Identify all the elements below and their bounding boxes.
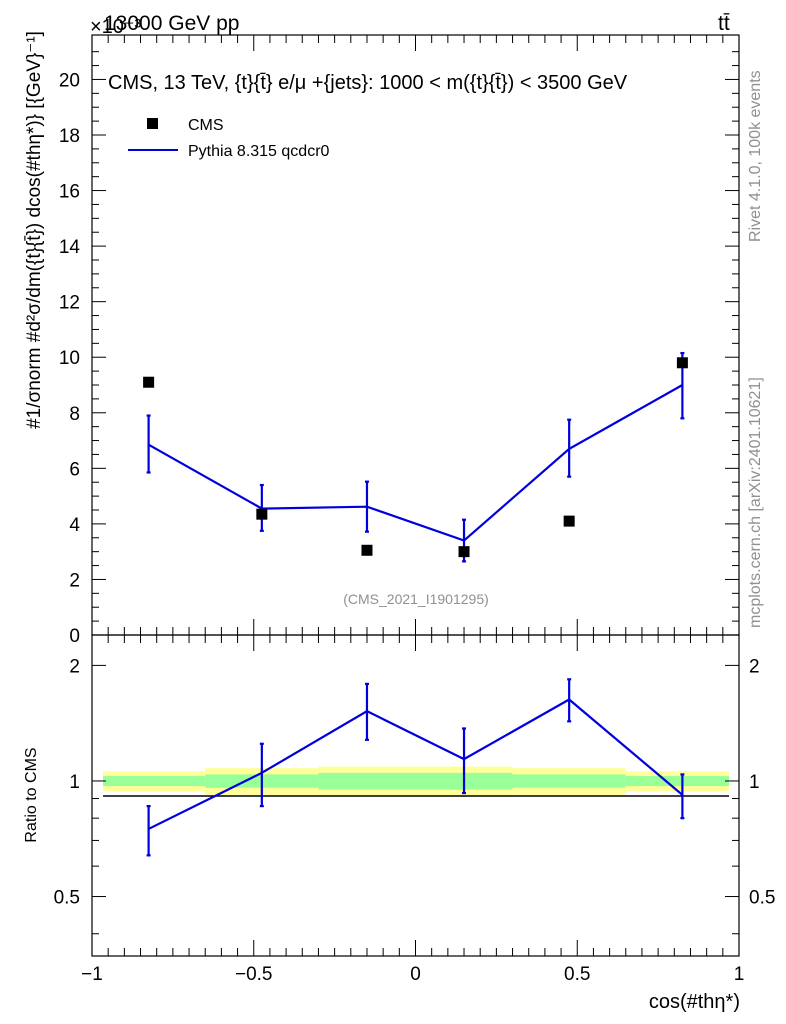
main-y-axis: 0 2 4 6 8 10 12 14 16 18 20	[59, 51, 739, 647]
main-y-tick-label: 4	[69, 515, 80, 536]
main-y-tick-label: 6	[69, 459, 80, 480]
cms-data-marker	[361, 544, 373, 556]
main-y-tick-label: 12	[59, 293, 80, 314]
cms-data-marker	[256, 508, 268, 520]
ratio-band-inner	[318, 772, 416, 790]
x-axis: −1 −0.5 0 0.5 1	[81, 635, 744, 985]
legend-marker-cms	[147, 118, 158, 129]
ratio-y-axis: 0.5 0.5 1 1 2 2	[54, 656, 775, 935]
ratio-y-tick-label-right: 1	[749, 772, 760, 793]
x-tick-label: 1	[734, 964, 745, 985]
ratio-band-inner	[625, 776, 729, 787]
main-y-tick-label: 2	[69, 570, 80, 591]
main-x-ticks	[91, 35, 740, 635]
ratio-y-axis-label: Ratio to CMS	[23, 747, 40, 842]
ratio-y-tick-label-right: 0.5	[749, 888, 775, 909]
ratio-band-inner	[512, 774, 626, 788]
mcplots-label: mcplots.cern.ch [arXiv:2401.10621]	[747, 377, 764, 628]
legend-label-pythia: Pythia 8.315 qcdcr0	[188, 143, 330, 160]
main-y-tick-label: 10	[59, 348, 80, 369]
main-y-tick-label: 18	[59, 126, 80, 147]
ratio-y-tick-label: 2	[69, 656, 80, 677]
x-axis-label: cos(#thη*)	[649, 991, 740, 1013]
legend-label-cms: CMS	[188, 117, 224, 134]
main-y-tick-label: 0	[69, 626, 80, 647]
x-tick-label: 0.5	[564, 964, 590, 985]
x-tick-label: 0	[410, 964, 421, 985]
ratio-band-inner	[103, 776, 206, 787]
ratio-reference-bands	[103, 766, 729, 797]
exponent-label: ×10⁻³	[90, 16, 141, 38]
ratio-panel: 0.5 0.5 1 1 2 2 −1 −0.5 0 0.5 1 Ratio to CMS cos(…	[23, 634, 775, 1013]
cms-data-marker	[676, 357, 688, 369]
ratio-series-layer	[146, 678, 685, 857]
x-tick-label: −1	[81, 964, 103, 985]
process-label: tt̄	[718, 12, 730, 35]
plot-title: CMS, 13 TeV, {t}{t̄} e/μ +{jets}: 1000 <…	[108, 72, 628, 94]
cms-data-marker	[143, 376, 155, 388]
analysis-watermark: (CMS_2021_I1901295)	[343, 591, 489, 607]
main-y-tick-label: 16	[59, 182, 80, 203]
legend: CMS Pythia 8.315 qcdcr0	[128, 117, 330, 160]
cms-data-marker	[458, 546, 470, 558]
main-panel: 0 2 4 6 8 10 12 14 16 18 20 CMS, 13 TeV, {t}{t̄} e…	[24, 31, 740, 647]
main-y-tick-label: 20	[59, 70, 80, 91]
ratio-y-tick-label: 0.5	[54, 888, 80, 909]
main-y-tick-label: 14	[59, 237, 81, 258]
main-series-layer	[143, 351, 688, 563]
cms-data-marker	[563, 515, 575, 527]
energy-label: 13000 GeV pp	[104, 12, 239, 35]
pythia-line	[148, 384, 683, 542]
main-y-tick-label: 8	[69, 404, 80, 425]
x-tick-label: −0.5	[235, 964, 273, 985]
rivet-label: Rivet 4.1.0, 100k events	[747, 70, 764, 242]
main-y-axis-label: #1/σnorm #d²σ/dm({t}{t̄}) dcos(#thη*)} […	[24, 31, 45, 429]
ratio-pythia-line	[148, 698, 684, 830]
ratio-y-tick-label: 1	[69, 772, 80, 793]
ratio-y-tick-label-right: 2	[749, 656, 760, 677]
